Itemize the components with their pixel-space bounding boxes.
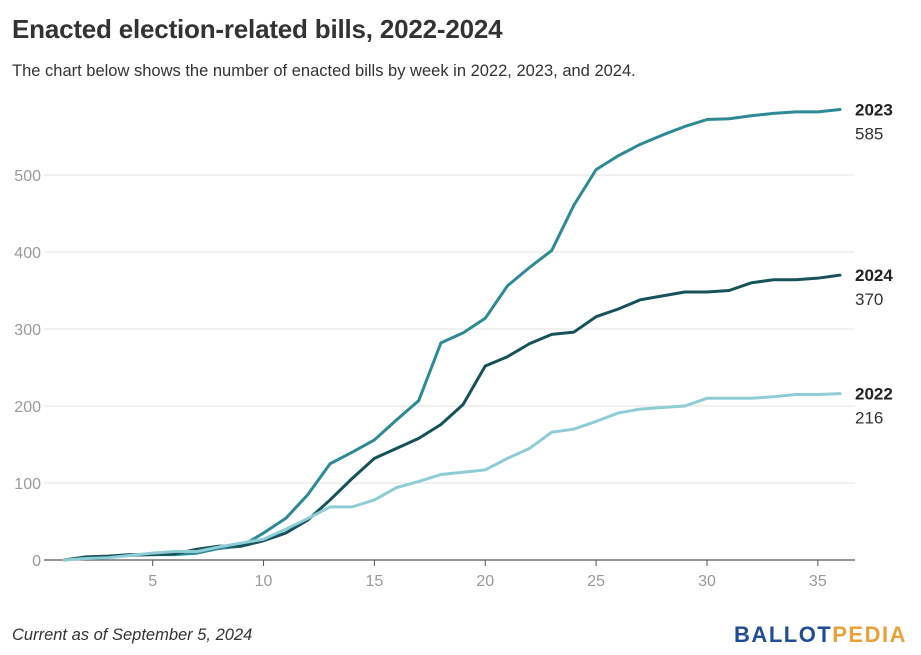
x-tick-label-35: 35	[809, 573, 827, 590]
chart-title: Enacted election-related bills, 2022-202…	[12, 14, 503, 44]
logo-part-ballot: BALLOT	[734, 622, 833, 647]
x-tick-label-10: 10	[255, 573, 273, 590]
y-tick-label-0: 0	[32, 553, 41, 570]
series-label-2023: 2023	[855, 101, 893, 120]
y-tick-label-200: 200	[14, 399, 41, 416]
chart-subtitle: The chart below shows the number of enac…	[12, 62, 636, 80]
x-tick-label-15: 15	[366, 573, 384, 590]
y-tick-label-300: 300	[14, 322, 41, 339]
logo-part-pedia: PEDIA	[832, 622, 907, 647]
series-end-value-2024: 370	[855, 290, 883, 309]
series-end-value-2023: 585	[855, 125, 883, 144]
y-tick-label-100: 100	[14, 476, 41, 493]
y-axis-ticks: 0 100 200 300 400 500	[14, 168, 41, 570]
series-label-2024: 2024	[855, 266, 893, 285]
footnote: Current as of September 5, 2024	[12, 626, 253, 644]
gridlines	[44, 174, 855, 484]
ballotpedia-logo[interactable]: BALLOTPEDIA	[734, 622, 907, 648]
end-labels: 2023 585 2024 370 2022 216	[855, 101, 893, 428]
y-tick-label-500: 500	[14, 168, 41, 185]
series-end-value-2022: 216	[855, 409, 883, 428]
series-line-2023	[62, 108, 842, 562]
x-axis-ticks: 5 10 15 20 25 30 35	[148, 560, 827, 590]
series-lines	[62, 108, 842, 562]
x-tick-label-5: 5	[148, 573, 157, 590]
x-tick-label-25: 25	[587, 573, 605, 590]
x-tick-label-20: 20	[476, 573, 494, 590]
y-tick-label-400: 400	[14, 245, 41, 262]
series-line-2024	[62, 273, 842, 562]
series-label-2022: 2022	[855, 385, 893, 404]
series-line-2022	[62, 392, 842, 562]
x-tick-label-30: 30	[698, 573, 716, 590]
